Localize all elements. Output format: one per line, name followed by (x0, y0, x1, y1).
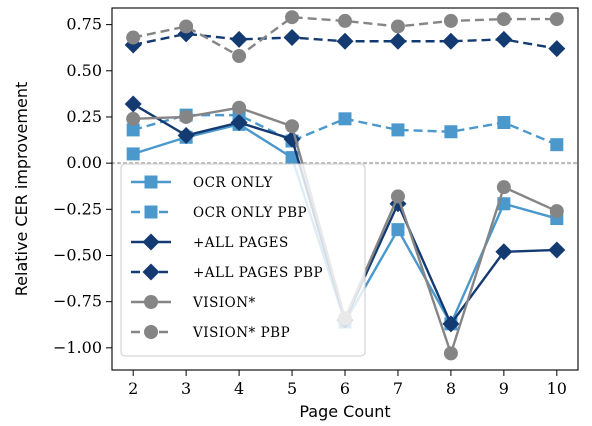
legend-label-5: VISION* PBP (192, 325, 290, 341)
y-tick-label-1: 0.50 (66, 61, 102, 80)
y-tick-label-2: 0.25 (66, 107, 102, 126)
data-point-1-8 (550, 138, 564, 152)
axes: 0.75 0.50 0.25 0.00 −0.25 −0.50 −0.75 −1.00 2 3 4 5… (53, 7, 579, 398)
y-tick-label-5: −0.50 (53, 245, 102, 264)
x-tick-label-6: 8 (446, 379, 456, 398)
legend-entry-0: OCR ONLY (131, 175, 273, 191)
legend-entry-1: OCR ONLY PBP (131, 205, 307, 221)
data-point-2-6 (442, 315, 460, 333)
x-tick-label-5: 7 (393, 379, 403, 398)
data-point-5-7 (496, 12, 511, 27)
data-point-2-1 (177, 126, 195, 144)
data-point-5-1 (179, 19, 194, 34)
legend-entry-2: +ALL PAGES (131, 233, 289, 251)
x-tick-label-1: 3 (181, 379, 191, 398)
data-point-5-6 (443, 13, 458, 28)
data-point-1-6 (444, 125, 458, 139)
data-point-1-0 (126, 123, 140, 137)
data-point-0-0 (126, 147, 140, 161)
data-point-3-6 (442, 32, 460, 50)
data-point-4-1 (179, 109, 194, 124)
legend-marker-4 (144, 295, 158, 309)
y-tick-label-4: −0.25 (53, 199, 102, 218)
data-point-4-8 (549, 204, 564, 219)
data-point-1-7 (497, 116, 511, 130)
legend-label-1: OCR ONLY PBP (193, 205, 307, 221)
legend-label-0: OCR ONLY (193, 175, 273, 191)
data-point-5-5 (390, 19, 405, 34)
y-tick-label-3: 0.00 (66, 153, 102, 172)
data-point-3-4 (336, 32, 354, 50)
x-tick-label-0: 2 (128, 379, 138, 398)
legend: OCR ONLY OCR ONLY PBP +ALL PAGES +ALL PAGES… (120, 163, 366, 357)
y-tick-label-6: −0.75 (53, 292, 102, 311)
data-point-5-0 (126, 30, 141, 45)
data-point-2-2 (230, 114, 248, 132)
data-point-3-3 (283, 29, 301, 47)
data-point-4-7 (496, 180, 511, 195)
data-point-4-5 (390, 189, 405, 204)
data-point-2-8 (548, 241, 566, 259)
data-point-4-2 (232, 100, 247, 115)
data-point-3-2 (230, 30, 248, 48)
x-axis-title: Page Count (299, 402, 390, 421)
data-point-5-4 (338, 13, 352, 28)
legend-marker-3 (142, 263, 160, 281)
data-point-1-4 (338, 112, 352, 126)
series-line-5 (132, 16, 557, 58)
series-5 (126, 10, 564, 64)
data-point-4-0 (126, 111, 141, 126)
data-point-5-8 (549, 12, 564, 27)
legend-marker-5 (144, 325, 158, 339)
data-point-3-7 (495, 30, 513, 48)
data-point-0-5 (391, 223, 405, 237)
legend-entry-3: +ALL PAGES PBP (131, 263, 323, 281)
data-point-4-3 (285, 119, 300, 134)
x-tick-label-4: 6 (340, 379, 350, 398)
x-tick-label-8: 10 (547, 379, 567, 398)
legend-entry-5: VISION* PBP (131, 325, 290, 341)
data-point-5-2 (232, 49, 247, 64)
x-tick-label-3: 5 (287, 379, 297, 398)
legend-entry-4: VISION* (131, 295, 256, 311)
legend-marker-1 (144, 205, 158, 219)
y-tick-label-0: 0.75 (66, 15, 102, 34)
legend-label-4: VISION* (192, 295, 256, 311)
legend-label-3: +ALL PAGES PBP (193, 265, 323, 281)
data-point-5-3 (285, 10, 300, 25)
legend-label-2: +ALL PAGES (193, 235, 289, 251)
data-point-2-7 (495, 243, 513, 261)
data-point-2-0 (124, 95, 142, 113)
y-tick-label-7: −1.00 (53, 338, 102, 357)
data-point-1-5 (391, 123, 405, 137)
x-tick-label-7: 9 (499, 379, 509, 398)
legend-marker-2 (142, 233, 160, 251)
x-tick-label-2: 4 (234, 379, 244, 398)
data-point-3-8 (548, 40, 566, 58)
legend-frame (120, 163, 366, 357)
data-point-3-5 (389, 32, 407, 50)
legend-marker-0 (144, 175, 158, 189)
y-axis-title: Relative CER improvement (12, 82, 31, 296)
data-point-4-6 (443, 346, 458, 361)
